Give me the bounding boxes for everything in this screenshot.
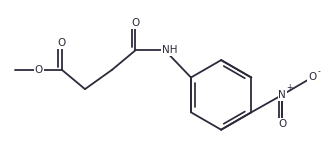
Text: -: - xyxy=(318,67,320,76)
Text: +: + xyxy=(286,83,292,92)
Text: N: N xyxy=(278,90,286,100)
Text: O: O xyxy=(131,18,139,28)
Text: O: O xyxy=(34,65,43,75)
Text: NH: NH xyxy=(162,45,177,55)
Text: O: O xyxy=(308,73,316,82)
Text: O: O xyxy=(58,38,66,48)
Text: O: O xyxy=(278,119,286,129)
